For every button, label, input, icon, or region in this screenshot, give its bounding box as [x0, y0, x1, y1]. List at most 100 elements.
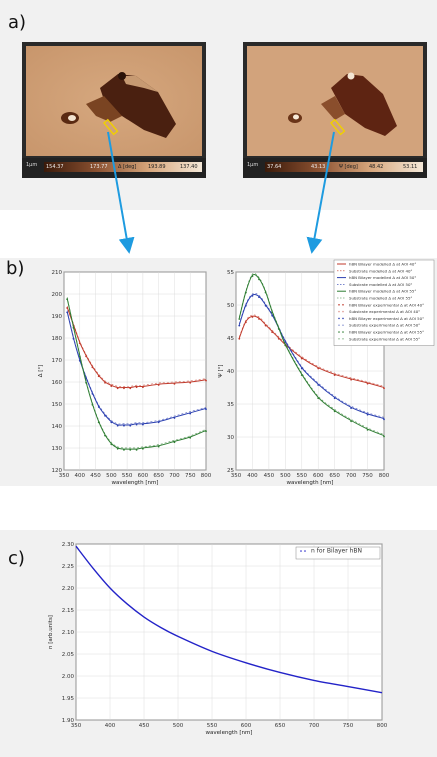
data-point — [72, 337, 75, 340]
psi-map-image — [247, 46, 423, 156]
data-point — [116, 447, 119, 450]
data-point — [173, 383, 176, 385]
legend-swatch — [342, 310, 344, 313]
y-tick-label: 2.20 — [62, 586, 75, 592]
data-point — [238, 337, 241, 340]
data-point — [110, 443, 113, 446]
psi-colorbar: 1μm 37.64 43.13 Ψ [deg] 48.42 53.11 — [243, 158, 427, 178]
data-point — [97, 421, 100, 424]
data-point — [123, 387, 125, 390]
data-point — [85, 355, 87, 358]
series-substrate-line — [66, 310, 207, 425]
scale-label: 1μm — [247, 162, 259, 168]
data-point — [264, 291, 267, 294]
colorbar-tick: 37.64 — [267, 164, 282, 170]
data-point — [271, 331, 274, 334]
data-point — [66, 298, 69, 301]
data-point — [173, 441, 176, 444]
series-line — [238, 274, 385, 437]
y-tick-label: 1.95 — [62, 696, 75, 702]
legend-entry: n for Bilayer hBN — [311, 548, 362, 555]
x-tick-label: 500 — [173, 723, 184, 729]
data-point — [350, 407, 353, 409]
data-point — [333, 374, 336, 376]
colorbar-gradient — [44, 162, 202, 172]
legend-swatch — [338, 317, 340, 320]
data-point — [366, 428, 369, 431]
data-point — [383, 387, 385, 390]
panel-a: a) 1μm 154.37 173.77 Δ [deg] 193.89 137 — [0, 0, 437, 210]
data-point — [110, 421, 113, 424]
data-point — [258, 296, 260, 299]
data-point — [277, 328, 280, 330]
y-tick-label: 30 — [227, 435, 234, 441]
data-point — [91, 366, 94, 369]
x-tick-label: 800 — [377, 723, 388, 729]
y-tick-label: 210 — [52, 270, 63, 276]
y-tick-label: 140 — [52, 424, 63, 430]
x-tick-label: 450 — [139, 723, 150, 729]
data-point — [300, 367, 303, 370]
series-substrate-line — [239, 314, 385, 387]
data-point — [205, 430, 207, 433]
colorbar-quantity: Ψ [deg] — [339, 164, 358, 170]
legend — [333, 259, 435, 346]
legend-entry: hBN Bilayer experimental Δ at AOI 50° — [349, 316, 424, 321]
data-point — [317, 367, 320, 370]
data-point — [244, 291, 247, 294]
x-tick-label: 450 — [264, 473, 275, 479]
plot-area — [63, 271, 207, 471]
data-point — [251, 275, 254, 277]
x-tick-label: 500 — [280, 473, 291, 479]
data-point — [333, 397, 336, 400]
data-point — [141, 423, 144, 426]
data-point — [264, 324, 267, 327]
data-point — [284, 344, 287, 347]
data-point — [85, 381, 87, 384]
data-point — [157, 384, 160, 386]
y-tick-label: 40 — [227, 369, 234, 375]
colorbar-tick: 154.37 — [46, 164, 64, 170]
y-tick-label: 2.15 — [62, 608, 75, 614]
y-tick-label: 180 — [52, 336, 63, 342]
data-point — [333, 410, 336, 413]
legend-entry: hBN Bilayer modelled Δ at AOI 50° — [349, 275, 416, 280]
data-point — [258, 278, 260, 281]
data-point — [189, 412, 192, 415]
y-tick-label: 50 — [227, 303, 234, 309]
y-tick-label: 2.05 — [62, 652, 75, 658]
colorbar-gradient — [265, 162, 423, 172]
x-tick-label: 650 — [275, 723, 286, 729]
delta-chart: 350 400 450 500 550 600 650 700 750 800 120 130 140 1… — [38, 270, 212, 486]
legend-swatch — [338, 331, 340, 333]
y-tick-label: 200 — [52, 292, 63, 298]
y-axis-label: Ψ [°] — [218, 364, 224, 377]
panel-b: b) 350 400 450 500 550 600 650 700 750 800 120 130 1… — [0, 258, 437, 486]
data-point — [104, 434, 106, 437]
legend-swatch — [338, 324, 340, 326]
data-point — [317, 384, 320, 386]
y-tick-label: 170 — [52, 358, 63, 364]
x-tick-label: 600 — [138, 473, 149, 479]
arrow-to-delta-plot — [107, 131, 135, 254]
x-tick-label: 400 — [105, 723, 116, 729]
legend-swatch — [342, 331, 344, 333]
legend-swatch — [342, 304, 344, 306]
legend-swatch — [304, 550, 306, 552]
x-axis-label: wavelength [nm] — [287, 480, 334, 486]
colorbar-tick: 48.42 — [369, 164, 384, 170]
psi-map: 1μm 37.64 43.13 Ψ [deg] 48.42 53.11 — [243, 42, 427, 178]
data-point — [135, 423, 138, 426]
colorbar-tick: 53.11 — [403, 164, 418, 170]
data-point — [251, 295, 254, 297]
panel-label-b: b) — [6, 258, 25, 279]
data-point — [277, 337, 280, 340]
data-point — [264, 304, 267, 307]
data-point — [244, 304, 247, 307]
y-axis-label: Δ [°] — [38, 365, 44, 378]
data-point — [366, 413, 369, 416]
y-tick-label: 55 — [227, 270, 234, 276]
data-point — [189, 381, 192, 384]
y-tick-label: 1.90 — [62, 718, 75, 724]
legend-swatch — [300, 550, 302, 552]
